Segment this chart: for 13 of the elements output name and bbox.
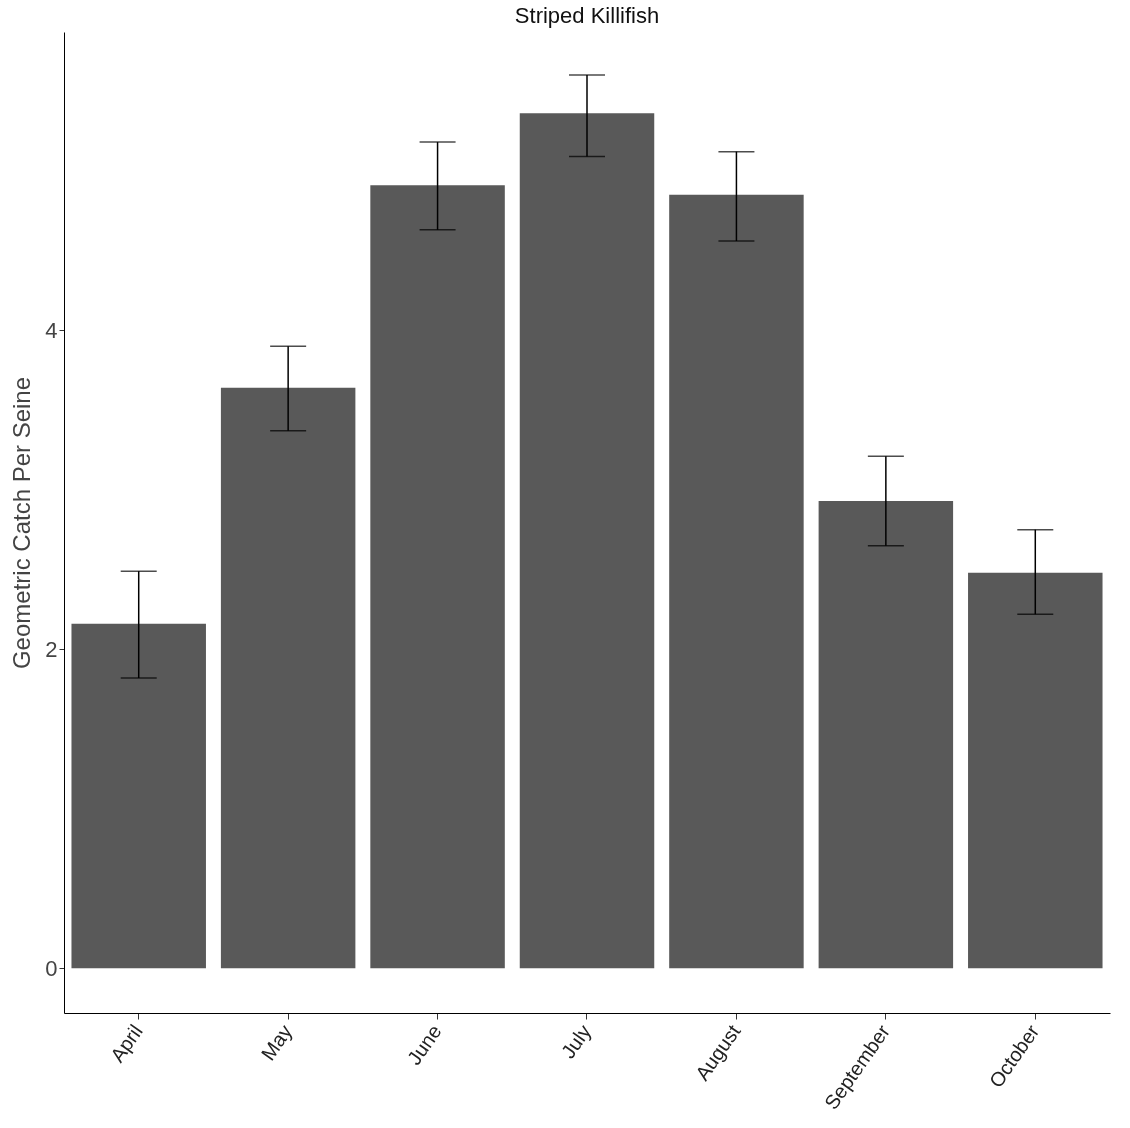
bar: [669, 194, 804, 969]
bar: [370, 185, 505, 969]
x-tick-label: July: [556, 1020, 596, 1063]
y-tick-label: 2: [45, 636, 58, 662]
y-tick-label: 0: [45, 955, 58, 981]
y-tick-label: 4: [45, 317, 58, 343]
bar: [220, 387, 356, 969]
bar: [519, 113, 655, 969]
bar: [818, 500, 954, 969]
chart-title: Striped Killifish: [514, 3, 660, 28]
bar: [71, 623, 206, 969]
bar: [968, 572, 1103, 969]
y-axis-title: Geometric Catch Per Seine: [8, 376, 36, 670]
